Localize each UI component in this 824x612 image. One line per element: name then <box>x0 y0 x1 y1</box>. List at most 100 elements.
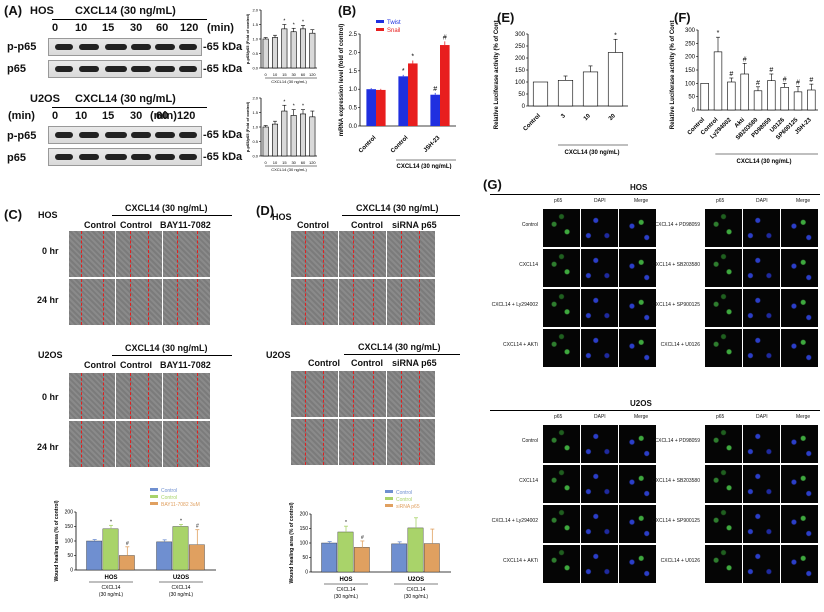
fluorescence-image <box>618 208 657 248</box>
legend-swatch <box>385 497 393 500</box>
d-top-bracket <box>342 215 460 216</box>
x-tick-label: JSH-23 <box>423 135 442 154</box>
fluorescence-image <box>780 544 819 584</box>
wound-image <box>338 370 388 418</box>
y-tick-label: 150 <box>300 526 309 532</box>
bar <box>102 528 119 571</box>
bar <box>430 94 440 126</box>
fluorescence-image <box>580 328 619 368</box>
bar <box>423 543 440 573</box>
fluorescence-image <box>704 464 743 504</box>
significance-mark: * <box>283 99 285 105</box>
dose: 0 <box>52 22 59 34</box>
d-col: siRNA p65 <box>392 358 437 368</box>
fluorescence-image <box>704 424 743 464</box>
x-tick-label: Control <box>523 113 543 133</box>
significance-mark: * <box>180 518 182 524</box>
fluorescence-image <box>542 288 581 328</box>
bar <box>740 73 749 111</box>
wound-image <box>162 420 211 468</box>
c-bottom-bracket <box>112 355 232 356</box>
significance-mark: # <box>443 34 447 41</box>
a-u2os-row-label: p65 <box>7 152 26 164</box>
fluorescence-image <box>780 288 819 328</box>
y-tick-label: 0.5 <box>252 139 258 144</box>
fluorescence-image <box>618 424 657 464</box>
chart-e: 0 50 100 150 200 250 300 Relative Luciferase ac… <box>494 20 628 156</box>
c-top-bracket <box>112 215 232 216</box>
d-col: Control <box>308 358 340 368</box>
wound-image <box>290 278 340 326</box>
fluorescence-image <box>742 464 781 504</box>
y-tick-label: 1.0 <box>252 36 258 41</box>
wound-image <box>162 372 211 420</box>
significance-mark: # <box>756 80 760 87</box>
c-top-cell: HOS <box>38 210 58 220</box>
a-u2os-treatment: CXCL14 (30 ng/mL) <box>75 93 176 105</box>
bar <box>532 81 549 107</box>
wound-image <box>338 418 388 466</box>
wound-image <box>386 370 436 418</box>
x-tick-label: 10 <box>273 72 278 77</box>
dose: 10 <box>75 22 88 34</box>
x-tick-label: 3 <box>560 113 567 120</box>
bar <box>281 28 288 69</box>
g-row-label: CXCL14 + PD98059 <box>654 438 700 444</box>
y-tick-label: 100 <box>65 539 74 545</box>
x-tick-label: HOS <box>104 575 117 581</box>
dose: 60 <box>156 110 169 122</box>
fluorescence-image <box>618 504 657 544</box>
bar <box>753 90 763 111</box>
bar <box>700 83 709 111</box>
y-tick-label: 100 <box>300 541 309 547</box>
a-u2os-unit: (min) <box>150 110 177 122</box>
y-tick-label: 300 <box>515 32 526 38</box>
x-group-label: (30 ng/mL) <box>334 594 359 600</box>
a-hos-doses: 0 10 15 30 60 120 <box>52 22 202 34</box>
fluorescence-image <box>704 248 743 288</box>
x-tick-label: 120 <box>309 72 316 77</box>
g-column-header: DAPI <box>756 414 768 420</box>
bar <box>271 123 279 157</box>
g-column-header: p65 <box>716 414 725 420</box>
y-tick-label: 250 <box>685 41 696 47</box>
y-tick-label: 100 <box>685 81 696 87</box>
wound-image <box>338 230 388 278</box>
x-axis-label: CXCL14 (30 ng/mL) <box>271 79 307 84</box>
fluorescence-image <box>542 328 581 368</box>
a-u2os-kda: -65 kDa <box>203 151 243 163</box>
bar <box>337 531 354 573</box>
wound-image <box>290 370 340 418</box>
a-hos-row-label: p-p65 <box>7 41 37 53</box>
y-axis-label: p-p65/p65 (Fold of control) <box>245 101 250 152</box>
significance-mark: * <box>293 104 295 110</box>
a-hos-kda: -65 kDa <box>203 63 243 75</box>
fluorescence-image <box>704 328 743 368</box>
bar <box>793 91 803 111</box>
y-axis-label: Relative Luciferase activity (% of Contr… <box>494 20 500 129</box>
legend-label: Snail <box>387 28 400 34</box>
y-tick-label: 250 <box>515 44 526 50</box>
significance-mark: # <box>361 535 364 541</box>
a-u2os-bracket <box>52 107 207 108</box>
d-top-cell: HOS <box>272 212 292 222</box>
d-bottom-bracket <box>344 354 460 355</box>
x-tick-label: 10 <box>583 113 592 122</box>
bar <box>299 28 307 69</box>
x-tick-label: Control <box>390 135 410 155</box>
y-tick-label: 0 <box>522 104 526 110</box>
fluorescence-image <box>618 288 657 328</box>
y-tick-label: 2.5 <box>349 32 358 38</box>
fluorescence-image <box>742 424 781 464</box>
a-hos-kda: -65 kDa <box>203 41 243 53</box>
a-hos-unit: (min) <box>207 22 234 34</box>
d-col: Control <box>351 358 383 368</box>
significance-mark: # <box>809 77 813 84</box>
x-tick-label: 60 <box>301 160 306 165</box>
c-row: 24 hr <box>37 295 59 305</box>
y-axis-label: Relative Luciferase activity (% of Contr… <box>670 20 676 129</box>
x-axis-label: CXCL14 (30 ng/mL) <box>564 150 619 156</box>
g-section-title: U2OS <box>630 399 652 408</box>
dose: 15 <box>102 22 115 34</box>
bar <box>156 541 173 571</box>
